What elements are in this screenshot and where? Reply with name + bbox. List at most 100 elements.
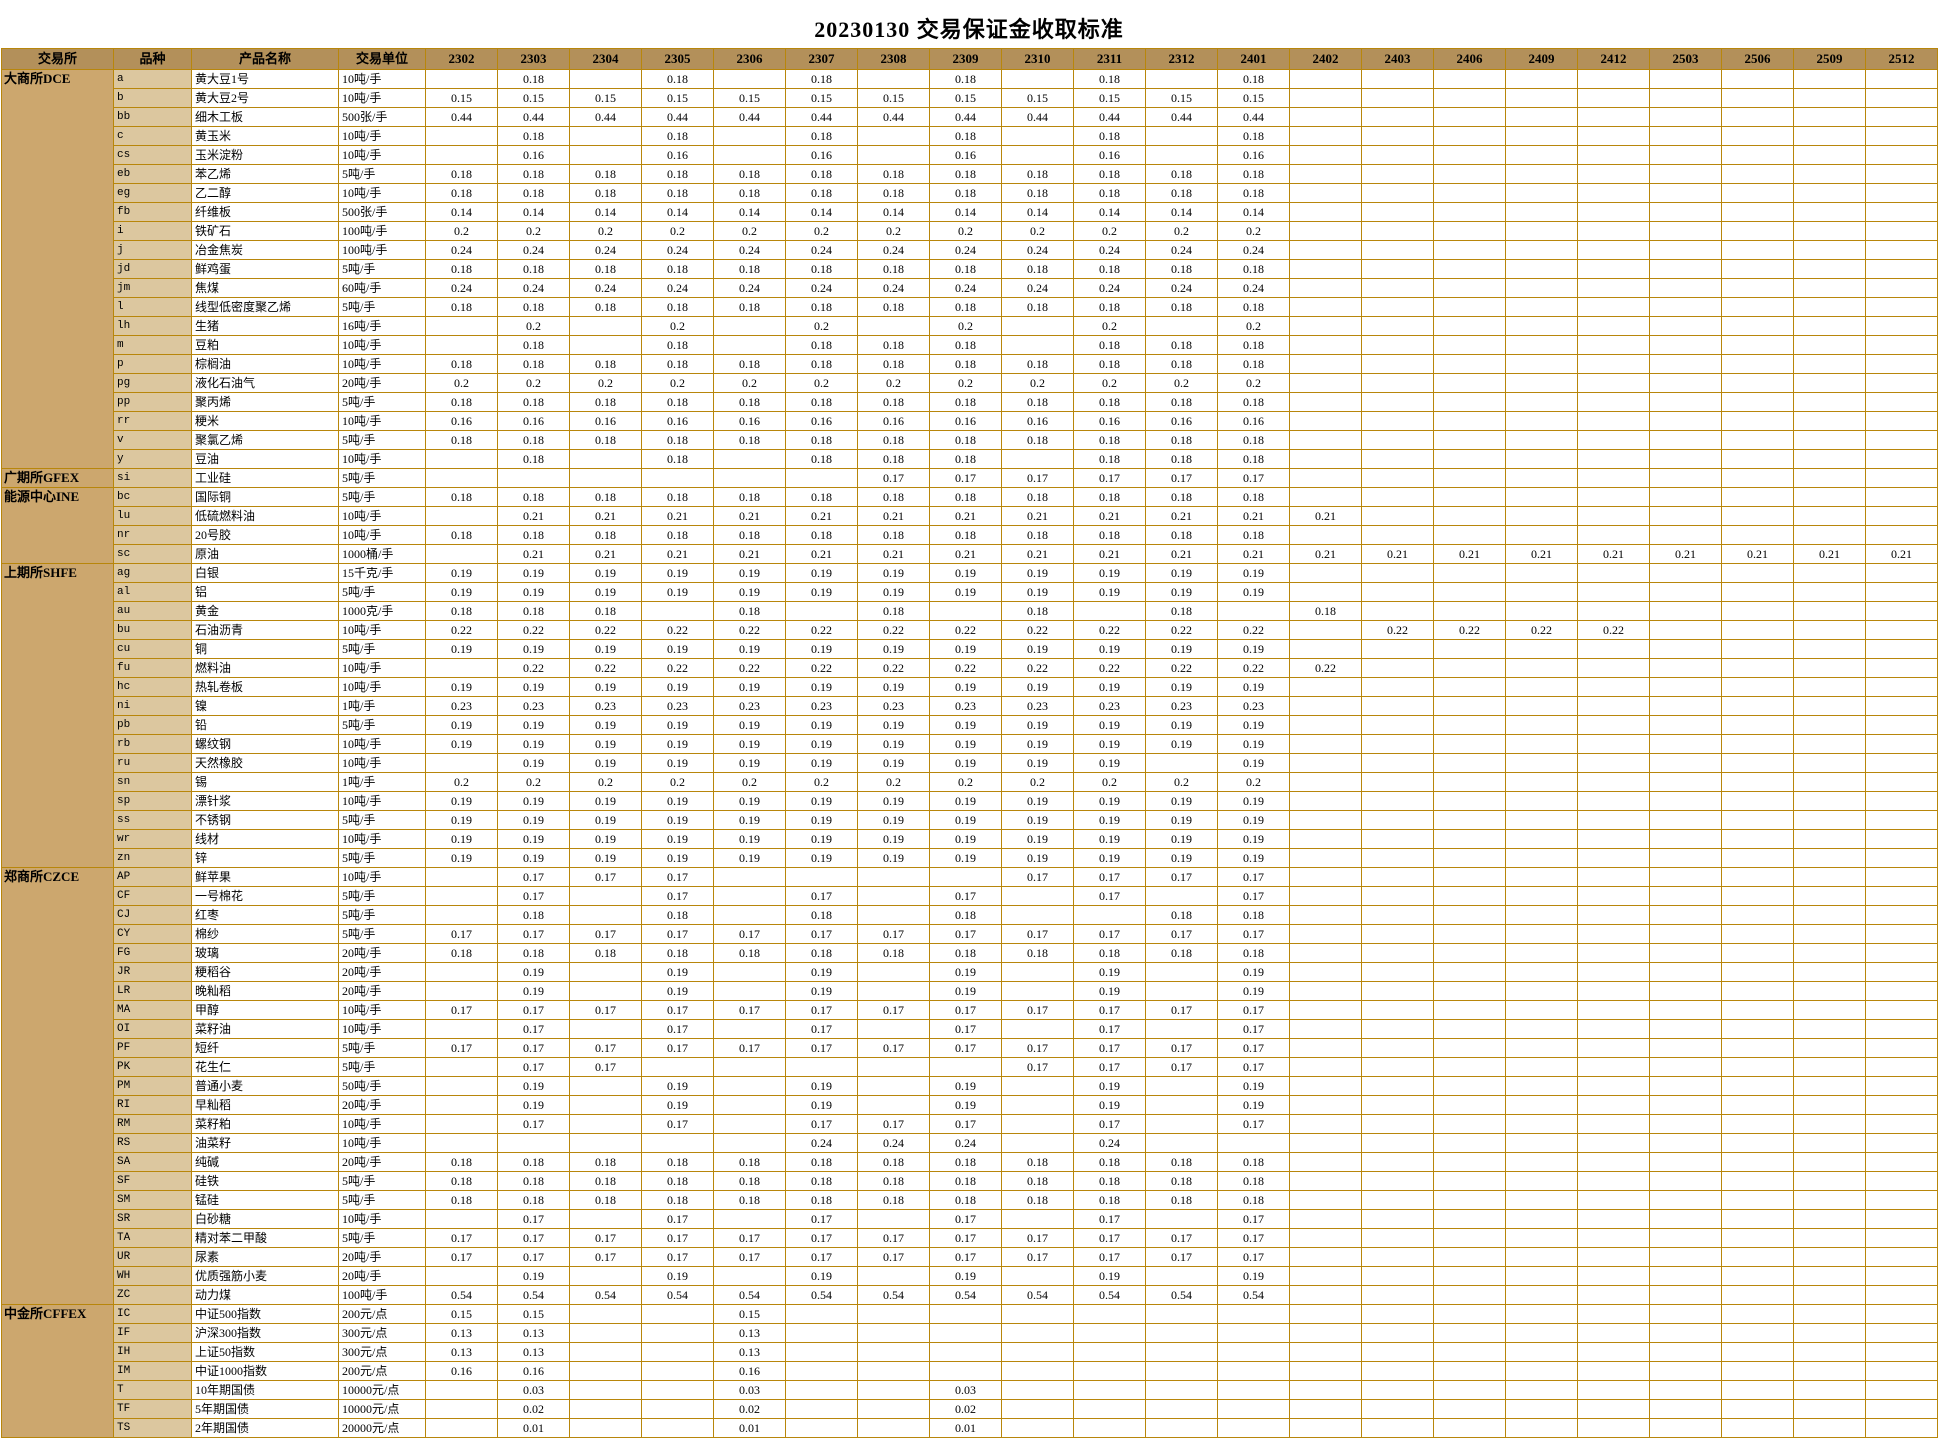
margin-value-cell <box>1361 924 1434 944</box>
margin-value-cell: 0.24 <box>497 240 570 260</box>
margin-value-cell <box>1433 677 1506 697</box>
margin-value-cell <box>1361 1247 1434 1267</box>
margin-value-cell <box>1577 658 1650 678</box>
margin-value-cell <box>857 1418 930 1438</box>
margin-value-cell <box>1505 981 1578 1001</box>
margin-value-cell: 0.17 <box>1001 468 1074 488</box>
margin-value-cell <box>1577 810 1650 830</box>
margin-value-cell: 0.18 <box>425 943 498 963</box>
trading-unit-cell: 5吨/手 <box>338 1038 426 1058</box>
margin-value-cell <box>1361 981 1434 1001</box>
margin-value-cell <box>1577 1323 1650 1343</box>
margin-value-cell: 0.21 <box>1289 544 1362 564</box>
margin-value-cell: 0.18 <box>1217 905 1290 925</box>
margin-value-cell <box>1505 867 1578 887</box>
margin-value-cell <box>1721 1323 1794 1343</box>
margin-value-cell <box>425 506 498 526</box>
margin-value-cell: 0.18 <box>497 69 570 89</box>
margin-value-cell: 0.17 <box>713 924 786 944</box>
margin-value-cell: 0.17 <box>641 886 714 906</box>
margin-value-cell <box>1721 1342 1794 1362</box>
margin-value-cell: 0.18 <box>497 487 570 507</box>
margin-value-cell: 0.18 <box>1145 487 1218 507</box>
margin-value-cell: 0.22 <box>1145 658 1218 678</box>
variety-code-cell: hc <box>113 677 192 697</box>
trading-unit-cell: 10吨/手 <box>338 1019 426 1039</box>
margin-value-cell <box>1649 373 1722 393</box>
margin-value-cell <box>1865 962 1938 982</box>
margin-value-cell <box>1289 145 1362 165</box>
margin-value-cell: 0.19 <box>857 734 930 754</box>
margin-value-cell <box>425 1133 498 1153</box>
margin-value-cell: 0.44 <box>569 107 642 127</box>
margin-value-cell <box>713 981 786 1001</box>
margin-value-cell: 0.18 <box>1217 164 1290 184</box>
table-row: SM 锰硅 5吨/手 0.18 0.18 0.18 0.18 0.18 0.18 0.18 0.18… <box>2 1190 1938 1210</box>
margin-value-cell: 0.18 <box>569 487 642 507</box>
margin-value-cell: 0.16 <box>425 1361 498 1381</box>
product-name-cell: 菜籽油 <box>191 1019 339 1039</box>
month-column-header: 2310 <box>1001 48 1074 70</box>
margin-value-cell: 0.18 <box>1217 392 1290 412</box>
margin-value-cell: 0.19 <box>857 791 930 811</box>
margin-value-cell <box>1793 1228 1866 1248</box>
margin-value-cell: 0.19 <box>929 848 1002 868</box>
margin-value-cell <box>1433 582 1506 602</box>
margin-value-cell <box>1505 1095 1578 1115</box>
margin-value-cell: 0.21 <box>785 544 858 564</box>
margin-value-cell: 0.19 <box>1217 1076 1290 1096</box>
margin-value-cell: 0.18 <box>569 392 642 412</box>
margin-value-cell: 0.18 <box>497 354 570 374</box>
margin-value-cell <box>1865 145 1938 165</box>
margin-value-cell: 0.17 <box>1001 867 1074 887</box>
margin-value-cell <box>569 981 642 1001</box>
product-name-cell: 铁矿石 <box>191 221 339 241</box>
margin-value-cell <box>1433 1076 1506 1096</box>
margin-value-cell <box>1001 335 1074 355</box>
margin-value-cell: 0.17 <box>1073 886 1146 906</box>
margin-value-cell <box>425 1266 498 1286</box>
product-name-cell: 纤维板 <box>191 202 339 222</box>
margin-value-cell: 0.18 <box>929 1171 1002 1191</box>
margin-value-cell <box>1577 468 1650 488</box>
margin-value-cell: 0.19 <box>1001 791 1074 811</box>
trading-unit-cell: 10吨/手 <box>338 145 426 165</box>
margin-value-cell: 0.16 <box>569 411 642 431</box>
margin-value-cell: 0.17 <box>1217 1228 1290 1248</box>
margin-value-cell <box>425 449 498 469</box>
margin-value-cell <box>1433 962 1506 982</box>
margin-value-cell: 0.19 <box>641 1095 714 1115</box>
margin-value-cell: 0.24 <box>713 240 786 260</box>
margin-value-cell <box>1865 468 1938 488</box>
margin-value-cell: 0.17 <box>641 1000 714 1020</box>
margin-value-cell: 0.19 <box>929 563 1002 583</box>
margin-value-cell <box>1289 886 1362 906</box>
margin-value-cell <box>1577 1019 1650 1039</box>
margin-value-cell <box>1433 411 1506 431</box>
margin-value-cell: 0.21 <box>1217 544 1290 564</box>
margin-value-cell: 0.18 <box>713 392 786 412</box>
margin-value-cell <box>569 962 642 982</box>
margin-value-cell: 0.18 <box>1145 259 1218 279</box>
margin-value-cell <box>1505 715 1578 735</box>
margin-value-cell: 0.19 <box>1217 734 1290 754</box>
margin-value-cell <box>1865 1190 1938 1210</box>
margin-value-cell <box>1721 1285 1794 1305</box>
month-column-header: 2403 <box>1361 48 1434 70</box>
margin-value-cell: 0.19 <box>497 791 570 811</box>
margin-value-cell <box>1865 69 1938 89</box>
margin-value-cell <box>1865 1114 1938 1134</box>
trading-unit-cell: 20吨/手 <box>338 373 426 393</box>
table-row: PK 花生仁 5吨/手 0.17 0.17 0.17 0.17 0.17 0.17 <box>2 1057 1938 1077</box>
margin-value-cell: 0.17 <box>857 1228 930 1248</box>
margin-value-cell: 0.18 <box>785 525 858 545</box>
margin-value-cell <box>1361 658 1434 678</box>
margin-value-cell: 0.18 <box>641 525 714 545</box>
margin-value-cell: 0.14 <box>425 202 498 222</box>
margin-value-cell: 0.2 <box>857 772 930 792</box>
margin-value-cell: 0.18 <box>1001 392 1074 412</box>
margin-value-cell <box>1865 392 1938 412</box>
margin-value-cell: 0.19 <box>929 639 1002 659</box>
margin-value-cell: 0.19 <box>641 753 714 773</box>
margin-value-cell: 0.14 <box>641 202 714 222</box>
